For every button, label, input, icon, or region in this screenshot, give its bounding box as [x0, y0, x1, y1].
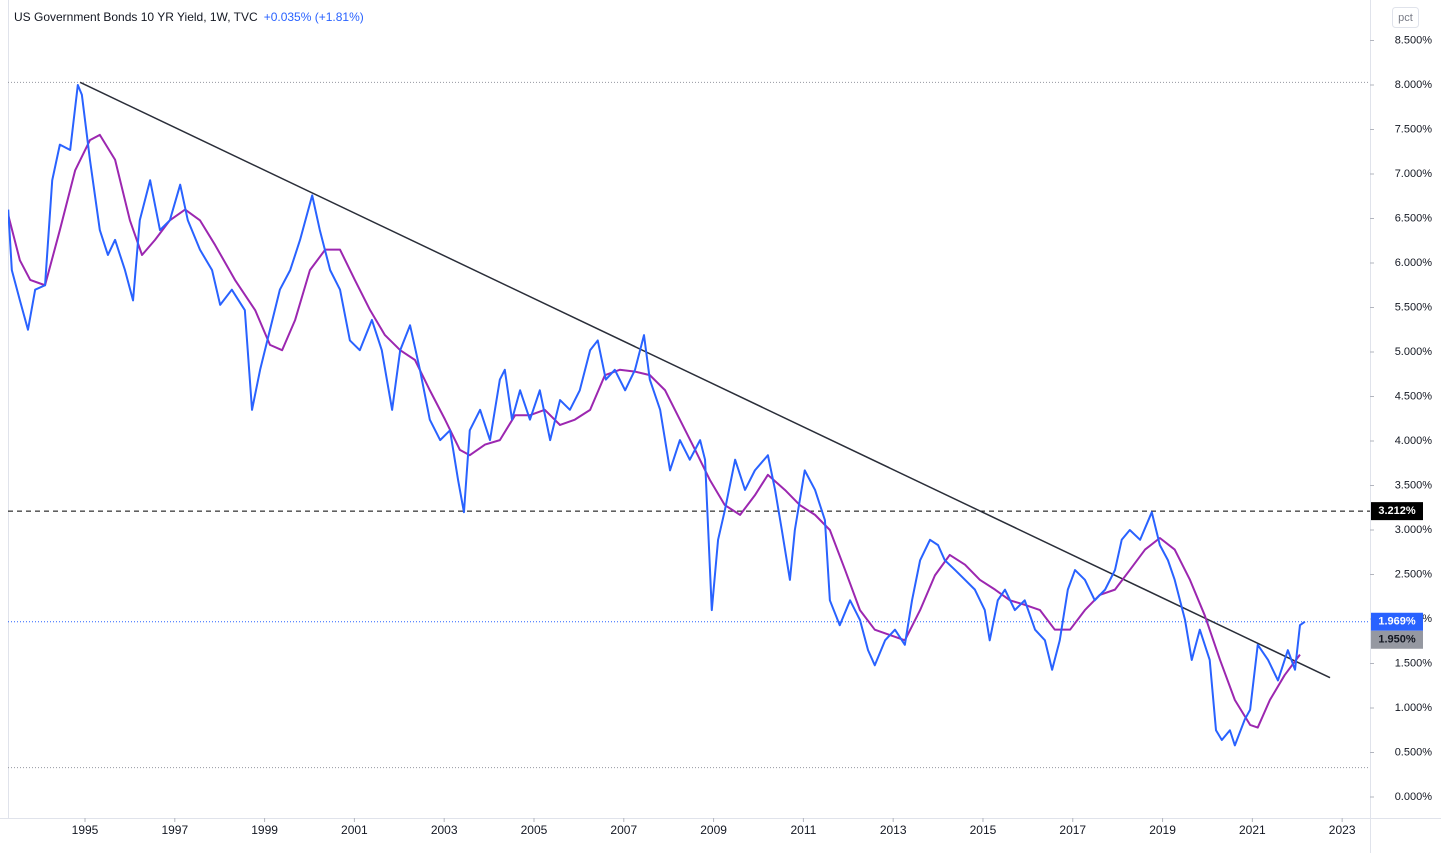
x-tick-label: 2007	[610, 823, 637, 837]
x-tick-label: 2003	[431, 823, 458, 837]
x-tick-label: 1995	[72, 823, 99, 837]
x-tick-label: 2013	[880, 823, 907, 837]
price-label: 1.969%	[1378, 616, 1416, 628]
chart-header: US Government Bonds 10 YR Yield, 1W, TVC…	[14, 10, 364, 24]
y-tick-label: 8.500%	[1395, 34, 1433, 46]
y-tick-label: 1.000%	[1395, 702, 1433, 714]
x-tick-label: 2021	[1239, 823, 1266, 837]
y-tick-label: 4.000%	[1395, 435, 1433, 447]
y-tick-label: 7.000%	[1395, 168, 1433, 180]
y-tick-label: 7.500%	[1395, 123, 1433, 135]
chart-change: +0.035% (+1.81%)	[264, 10, 364, 24]
axes: 1995 1997 1999 2001 2003 2005 2007 2009 2011 2013…	[72, 34, 1433, 837]
x-tick-label: 2023	[1329, 823, 1356, 837]
price-label-box	[1371, 630, 1423, 649]
x-tick-label: 1999	[251, 823, 278, 837]
trend-line	[79, 81, 1331, 679]
y-tick-label: 0.500%	[1395, 746, 1433, 758]
y-tick-label: 1.500%	[1395, 657, 1433, 669]
x-tick-label: 1997	[161, 823, 188, 837]
x-tick-label: 2005	[521, 823, 548, 837]
y-tick-label: 3.500%	[1395, 479, 1433, 491]
y-tick-label: 0.000%	[1395, 791, 1433, 803]
x-tick-label: 2001	[341, 823, 368, 837]
x-tick-label: 2019	[1149, 823, 1176, 837]
y-tick-label: 6.000%	[1395, 257, 1433, 269]
x-tick-label: 2015	[970, 823, 997, 837]
x-tick-label: 2011	[790, 823, 816, 837]
y-tick-label: 4.500%	[1395, 390, 1433, 402]
x-tick-label: 2009	[700, 823, 727, 837]
y-tick-label: 6.500%	[1395, 212, 1433, 224]
price-label: 3.212%	[1378, 505, 1416, 517]
y-tick-label: 2.500%	[1395, 568, 1433, 580]
unit-button[interactable]	[1392, 7, 1419, 28]
price-label-box	[1371, 502, 1423, 521]
price-label-box	[1371, 612, 1423, 631]
y-tick-label: 8.000%	[1395, 79, 1433, 91]
data-line	[8, 84, 1306, 747]
plot-area	[8, 81, 1370, 769]
y-tick-label: 5.500%	[1395, 301, 1433, 313]
y-tick-label: 3.000%	[1395, 524, 1433, 536]
x-tick-label: 2017	[1059, 823, 1086, 837]
unit-button-label[interactable]: pct	[1398, 12, 1413, 24]
chart-title: US Government Bonds 10 YR Yield, 1W, TVC	[14, 10, 258, 24]
price-label: 1.950%	[1378, 634, 1416, 646]
y-tick-label: 5.000%	[1395, 346, 1433, 358]
